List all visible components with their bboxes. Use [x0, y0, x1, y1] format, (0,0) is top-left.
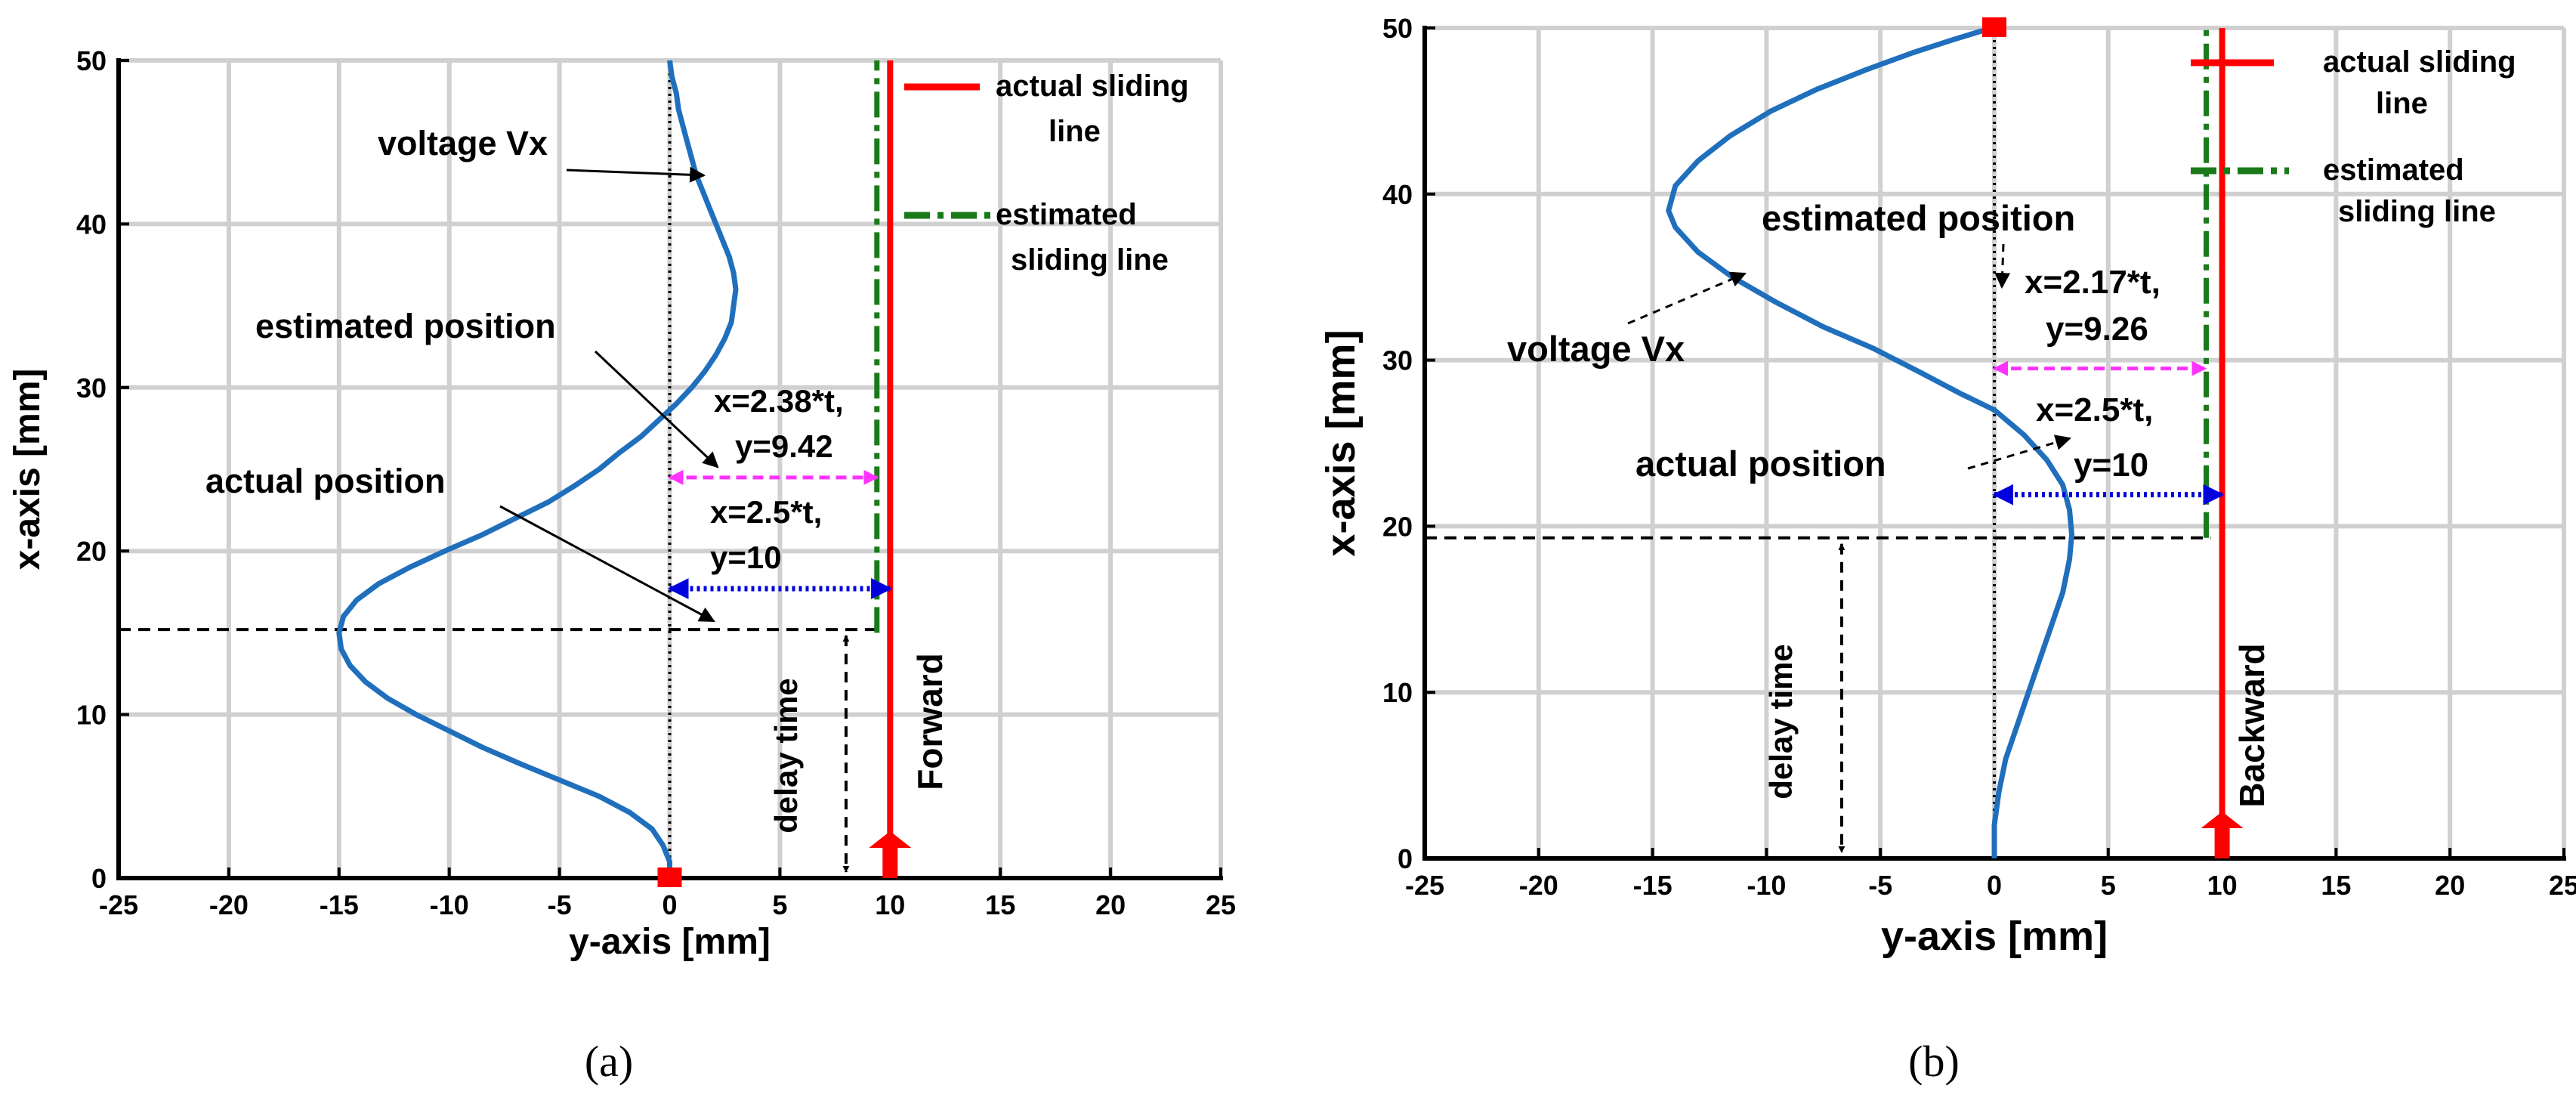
y-axis-label: x-axis [mm] [1318, 329, 1364, 556]
y-tick-label: 50 [1382, 13, 1413, 44]
annotation-actual-position: actual position [205, 462, 446, 500]
legend-label: line [1049, 115, 1101, 148]
y-tick-label: 30 [1382, 345, 1413, 376]
annotation-actual-arrow [499, 505, 715, 623]
x-tick-label: 10 [2207, 870, 2238, 901]
annotation-actual-equation: x=2.5*t, [710, 494, 822, 530]
annotation-actual-arrow [1967, 435, 2072, 470]
y-tick-label: 30 [76, 373, 107, 404]
x-tick-label: 20 [2435, 870, 2465, 901]
y-tick-label: 20 [1382, 511, 1413, 542]
panel-caption: (b) [1908, 1037, 1960, 1086]
x-tick-label: -15 [320, 889, 359, 920]
x-tick-label: -25 [99, 889, 138, 920]
start-marker [1982, 17, 2006, 37]
legend-label: actual sliding [2323, 45, 2516, 79]
panel-b: -25 -20 -15 -10 -5 0 5 10 15 20 25 0 10 20 30 40 50 y-axi… [1318, 13, 2576, 1086]
x-tick-label: -5 [548, 889, 572, 920]
annotation-actual-equation: y=10 [2074, 447, 2148, 484]
x-tick-label: -5 [1868, 870, 1892, 901]
annotation-actual-equation: x=2.5*t, [2036, 391, 2153, 428]
x-tick-label: -20 [209, 889, 249, 920]
annotation-estimated-arrow [594, 350, 719, 469]
annotation-voltage: voltage Vx [1507, 329, 1685, 369]
x-tick-label: 10 [875, 889, 905, 920]
annotation-estimated-equation: y=9.42 [735, 428, 833, 464]
annotation-delay-time: delay time [768, 678, 804, 833]
x-axis-label: y-axis [mm] [1881, 914, 2108, 959]
y-tick-label: 40 [1382, 179, 1413, 210]
legend-label: sliding line [2338, 195, 2496, 228]
x-tick-label: -20 [1519, 870, 1558, 901]
start-marker [657, 868, 682, 887]
annotation-voltage-arrow [1627, 271, 1747, 325]
x-tick-label: 0 [1987, 870, 2002, 901]
y-tick-label: 10 [76, 700, 107, 731]
y-tick-label: 0 [1398, 843, 1413, 874]
annotation-estimated-position: estimated position [255, 307, 556, 345]
x-axis-label: y-axis [mm] [569, 922, 771, 962]
y-tick-label: 20 [76, 536, 107, 567]
annotation-estimated-equation: x=2.38*t, [714, 383, 844, 419]
voltage-curve [1666, 25, 2074, 858]
y-tick-label: 40 [76, 209, 107, 240]
x-tick-label: 5 [2101, 870, 2116, 901]
x-tick-label: 25 [1206, 889, 1236, 920]
x-tick-label: -15 [1633, 870, 1673, 901]
x-tick-label: 20 [1095, 889, 1126, 920]
voltage-curve [336, 60, 739, 878]
annotation-direction: Backward [2232, 643, 2272, 807]
direction-arrow [2201, 812, 2244, 858]
y-axis-label: x-axis [mm] [8, 369, 48, 571]
x-tick-label: -10 [430, 889, 469, 920]
legend-label: sliding line [1011, 243, 1169, 277]
panel-a: -25 -20 -15 -10 -5 0 5 10 15 20 25 0 10 20 30 40 50 y-axi… [8, 45, 1236, 1086]
legend-label: estimated [996, 198, 1137, 231]
x-tick-label: 5 [772, 889, 787, 920]
annotation-actual-position: actual position [1635, 444, 1886, 484]
x-tick-label: -10 [1747, 870, 1786, 901]
legend-label: line [2376, 87, 2428, 120]
annotation-estimated-equation: y=9.26 [2046, 311, 2148, 348]
panel-caption: (a) [585, 1037, 633, 1086]
y-tick-label: 50 [76, 45, 107, 76]
annotation-estimated-position: estimated position [1762, 198, 2075, 238]
legend-label: actual sliding [996, 70, 1189, 103]
x-tick-label: 15 [985, 889, 1015, 920]
legend-label: estimated [2323, 153, 2464, 187]
annotation-estimated-arrow [1994, 243, 2011, 289]
annotation-actual-equation: y=10 [710, 540, 782, 575]
x-tick-label: 0 [662, 889, 677, 920]
annotation-delay-time: delay time [1763, 644, 1799, 799]
x-tick-label: 15 [2321, 870, 2351, 901]
annotation-voltage: voltage Vx [378, 124, 548, 162]
y-tick-label: 10 [1382, 677, 1413, 708]
x-tick-label: 25 [2549, 870, 2576, 901]
y-tick-label: 0 [91, 863, 107, 894]
annotation-direction: Forward [910, 653, 950, 790]
direction-arrow [869, 831, 912, 878]
annotation-voltage-arrow [566, 166, 706, 183]
annotation-estimated-equation: x=2.17*t, [2025, 264, 2161, 301]
x-tick-label: -25 [1405, 870, 1444, 901]
